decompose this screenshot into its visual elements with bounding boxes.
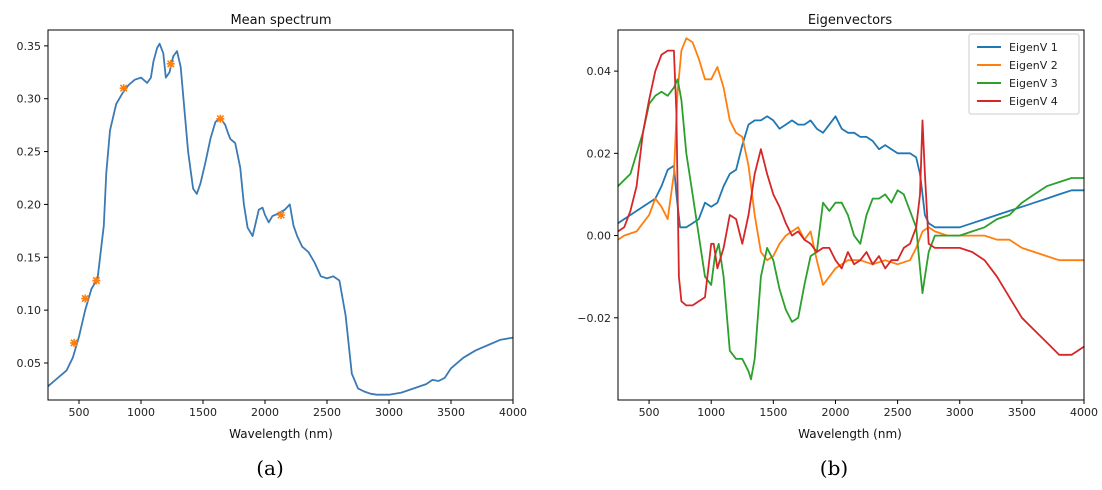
x-tick-label: 3500: [1008, 406, 1036, 419]
y-tick-label: 0.10: [17, 304, 42, 317]
y-tick-label: 0.05: [17, 357, 42, 370]
x-tick-label: 2500: [884, 406, 912, 419]
legend-box: [968, 33, 1080, 115]
plot-frame: [47, 29, 514, 401]
x-tick-label: 2000: [821, 406, 849, 419]
y-tick-label: 0.35: [17, 40, 42, 53]
x-tick-label: 3000: [946, 406, 974, 419]
y-tick-label: 0.15: [17, 251, 42, 264]
x-tick-label: 500: [639, 406, 660, 419]
y-tick-label: 0.25: [17, 146, 42, 159]
legend-label: EigenV 1: [1009, 41, 1058, 54]
data-marker: [216, 114, 225, 123]
data-marker: [166, 59, 175, 68]
x-tick-label: 1000: [697, 406, 725, 419]
x-tick-label: 4000: [499, 406, 527, 419]
legend-label: EigenV 4: [1009, 95, 1058, 108]
x-tick-label: 500: [69, 406, 90, 419]
chart-title: Eigenvectors: [808, 13, 893, 28]
data-marker: [81, 294, 90, 303]
chart-title: Mean spectrum: [230, 13, 331, 28]
x-tick-label: 2500: [313, 406, 341, 419]
chart-eigenvectors: Eigenvectors 500 1000 1500 2000 2500 3000 3500…: [577, 13, 1098, 441]
y-tick-label: −0.02: [577, 312, 611, 325]
series-line-eigenv-2: [618, 37, 1084, 286]
data-marker: [277, 211, 286, 219]
panel-label-a: (a): [256, 456, 284, 480]
x-tick-label: 1500: [759, 406, 787, 419]
legend-label: EigenV 3: [1009, 77, 1058, 90]
data-marker: [119, 84, 128, 93]
plot-frame: [617, 29, 1085, 401]
x-tick-label: 2000: [251, 406, 279, 419]
series-line-eigenv-1: [618, 115, 1084, 229]
x-axis-label: Wavelength (nm): [229, 427, 333, 441]
series-line-eigenv-4: [618, 49, 1084, 356]
y-tick-label: 0.02: [587, 147, 612, 160]
legend-label: EigenV 2: [1009, 59, 1058, 72]
y-tick-label: 0.30: [17, 93, 42, 106]
series-line-eigenv-3: [618, 78, 1084, 381]
x-axis-label: Wavelength (nm): [798, 427, 902, 441]
y-tick-label: 0.00: [587, 230, 612, 243]
x-tick-label: 3000: [375, 406, 403, 419]
chart-mean-spectrum: Mean spectrum 500 1000 1500 2000 2500 3000 350…: [17, 13, 528, 441]
data-marker: [70, 338, 79, 347]
legend: EigenV 1 EigenV 2 EigenV 3 EigenV 4: [968, 33, 1080, 115]
x-tick-label: 3500: [437, 406, 465, 419]
panel-label-b: (b): [820, 456, 848, 480]
series-line: [48, 42, 513, 396]
y-tick-label: 0.04: [587, 65, 612, 78]
y-tick-label: 0.20: [17, 198, 42, 211]
x-tick-label: 1000: [127, 406, 155, 419]
x-tick-label: 4000: [1070, 406, 1098, 419]
data-marker: [92, 276, 101, 285]
x-tick-label: 1500: [189, 406, 217, 419]
